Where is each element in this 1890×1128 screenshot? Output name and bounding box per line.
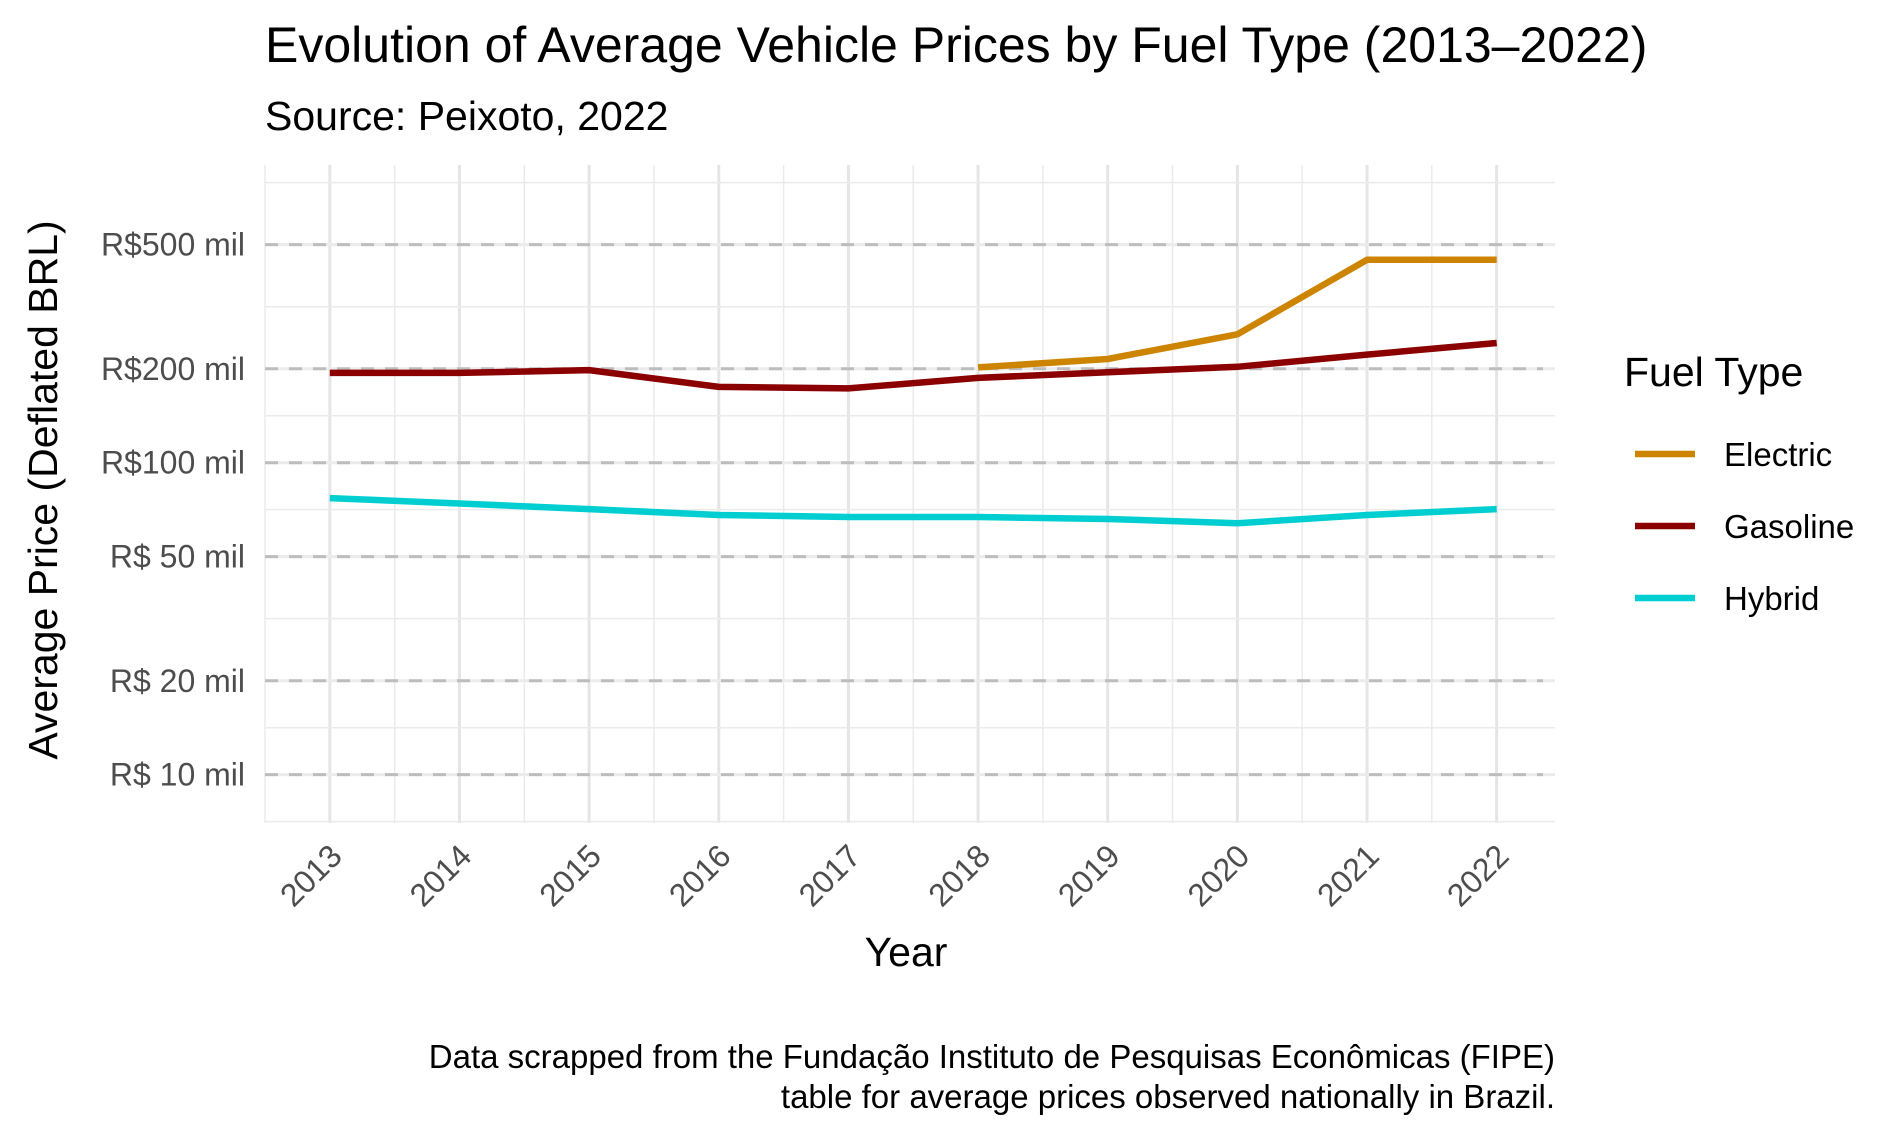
x-tick-label: 2015 <box>532 837 608 913</box>
series-line-gasoline <box>329 339 1497 392</box>
y-tick-label: R$100 mil <box>101 445 245 481</box>
x-tick-label: 2022 <box>1440 837 1516 913</box>
x-tick-label: 2017 <box>792 837 868 913</box>
caption: Data scrapped from the Fundação Institut… <box>429 1038 1555 1115</box>
x-tick-label: 2019 <box>1051 837 1127 913</box>
caption-line-2: table for average prices observed nation… <box>781 1078 1555 1115</box>
chart-title: Evolution of Average Vehicle Prices by F… <box>265 17 1647 73</box>
x-tick-label: 2014 <box>403 837 479 913</box>
series-line-hybrid <box>329 494 1497 527</box>
legend-items: Electric Gasoline Hybrid <box>1635 436 1854 617</box>
series-line-electric <box>977 256 1497 371</box>
x-tick-label: 2016 <box>662 837 738 913</box>
grid <box>264 165 1555 823</box>
series-lines <box>329 256 1497 527</box>
y-axis-title: Average Price (Deflated BRL) <box>20 220 66 759</box>
legend-label-hybrid: Hybrid <box>1724 580 1819 617</box>
chart-subtitle: Source: Peixoto, 2022 <box>265 93 668 139</box>
x-tick-label: 2018 <box>921 837 997 913</box>
y-tick-label: R$ 50 mil <box>110 539 245 575</box>
legend: Fuel Type Electric Gasoline Hybrid <box>1624 349 1854 617</box>
caption-line-1: Data scrapped from the Fundação Institut… <box>429 1038 1555 1075</box>
x-tick-label: 2013 <box>273 837 349 913</box>
legend-title: Fuel Type <box>1624 349 1803 395</box>
legend-label-gasoline: Gasoline <box>1724 508 1854 545</box>
y-tick-label: R$500 mil <box>101 227 245 263</box>
x-tick-label: 2020 <box>1181 837 1257 913</box>
y-tick-label: R$200 mil <box>101 351 245 387</box>
x-axis-ticks: 2013 2014 2015 2016 2017 2018 2019 2020 2021 2022 <box>273 837 1516 913</box>
y-axis-ticks: R$ 10 mil R$ 20 mil R$ 50 mil R$100 mil R$20… <box>101 227 245 793</box>
legend-label-electric: Electric <box>1724 436 1832 473</box>
y-tick-label: R$ 20 mil <box>110 663 245 699</box>
x-axis-title: Year <box>865 929 948 975</box>
y-tick-label: R$ 10 mil <box>110 757 245 793</box>
x-tick-label: 2021 <box>1310 837 1386 913</box>
